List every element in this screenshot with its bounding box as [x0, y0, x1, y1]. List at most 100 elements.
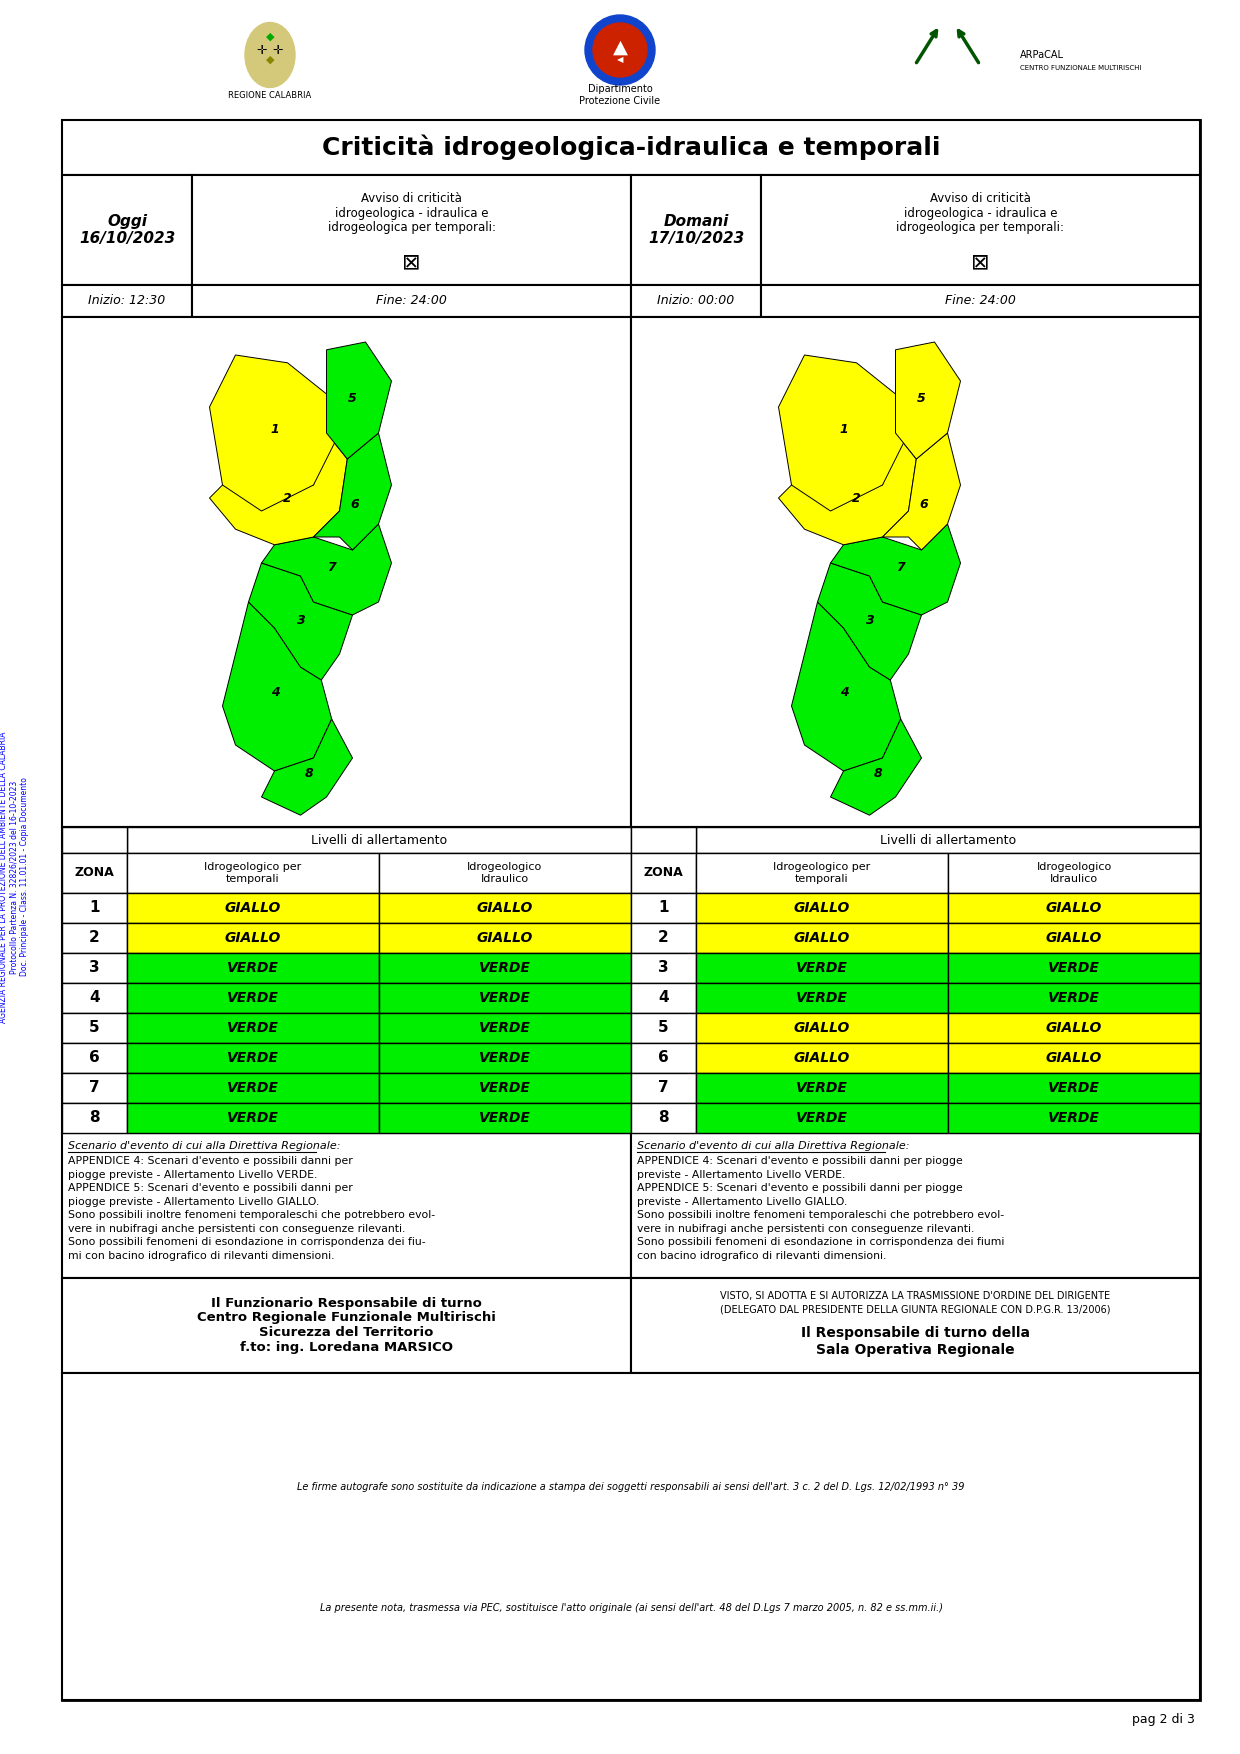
- Bar: [62, 1014, 126, 1044]
- Text: VERDE: VERDE: [479, 1051, 531, 1065]
- Bar: [126, 1073, 379, 1103]
- Bar: [631, 1044, 696, 1073]
- Bar: [62, 175, 192, 284]
- Bar: [631, 952, 696, 982]
- Bar: [949, 852, 1200, 893]
- Text: Dipartimento
Protezione Civile: Dipartimento Protezione Civile: [579, 84, 661, 105]
- Text: Fine: 24:00: Fine: 24:00: [945, 295, 1016, 307]
- Text: VERDE: VERDE: [227, 961, 279, 975]
- Text: 1: 1: [270, 423, 279, 435]
- Text: AGENZIA REGIONALE PER LA PROTEZIONE DELL'AMBIENTE DELLA CALABRIA
Protocollo Part: AGENZIA REGIONALE PER LA PROTEZIONE DELL…: [0, 731, 29, 1023]
- Bar: [631, 1279, 1200, 1373]
- Polygon shape: [779, 354, 909, 510]
- Text: Oggi
16/10/2023: Oggi 16/10/2023: [79, 214, 175, 246]
- Text: 3: 3: [866, 614, 874, 628]
- Text: Scenario d'evento di cui alla Direttiva Regionale:: Scenario d'evento di cui alla Direttiva …: [68, 1142, 341, 1151]
- Polygon shape: [262, 524, 392, 616]
- Text: ◆: ◆: [265, 54, 274, 65]
- Text: GIALLO: GIALLO: [1045, 1021, 1102, 1035]
- Bar: [631, 1133, 1200, 1279]
- Bar: [126, 1044, 379, 1073]
- Bar: [62, 317, 631, 826]
- Bar: [62, 852, 126, 893]
- Text: 7: 7: [89, 1080, 99, 1096]
- Text: 5: 5: [658, 1021, 668, 1035]
- Bar: [62, 923, 126, 952]
- Text: GIALLO: GIALLO: [1045, 931, 1102, 945]
- Text: 3: 3: [89, 961, 99, 975]
- Bar: [62, 952, 126, 982]
- Bar: [631, 826, 696, 852]
- Text: 6: 6: [920, 498, 929, 510]
- Polygon shape: [222, 602, 332, 772]
- Text: Idrogeologico per
temporali: Idrogeologico per temporali: [205, 863, 301, 884]
- Text: 8: 8: [658, 1110, 668, 1126]
- Text: Le firme autografe sono sostituite da indicazione a stampa dei soggetti responsa: Le firme autografe sono sostituite da in…: [298, 1482, 965, 1493]
- Bar: [192, 175, 631, 284]
- Text: GIALLO: GIALLO: [794, 1051, 851, 1065]
- Text: Fine: 24:00: Fine: 24:00: [376, 295, 446, 307]
- Text: Inizio: 00:00: Inizio: 00:00: [657, 295, 734, 307]
- Text: 2: 2: [658, 931, 668, 945]
- Text: 3: 3: [658, 961, 668, 975]
- Bar: [696, 923, 949, 952]
- Text: GIALLO: GIALLO: [794, 1021, 851, 1035]
- Text: VERDE: VERDE: [227, 991, 279, 1005]
- Text: ◀: ◀: [616, 56, 624, 65]
- Text: Avviso di criticità
idrogeologica - idraulica e
idrogeologica per temporali:: Avviso di criticità idrogeologica - idra…: [327, 191, 496, 235]
- Bar: [62, 826, 126, 852]
- Bar: [949, 1014, 1200, 1044]
- Bar: [696, 1014, 949, 1044]
- Bar: [696, 1103, 949, 1133]
- Text: 1: 1: [89, 900, 99, 916]
- Text: VERDE: VERDE: [227, 1021, 279, 1035]
- Text: 7: 7: [327, 561, 336, 574]
- Bar: [62, 1073, 126, 1103]
- Text: ✛: ✛: [257, 44, 268, 56]
- Text: Il Funzionario Responsabile di turno
Centro Regionale Funzionale Multirischi
Sic: Il Funzionario Responsabile di turno Cen…: [197, 1296, 496, 1354]
- Text: ZONA: ZONA: [644, 866, 683, 879]
- Text: Scenario d'evento di cui alla Direttiva Regionale:: Scenario d'evento di cui alla Direttiva …: [637, 1142, 909, 1151]
- Text: APPENDICE 5: Scenari d'evento e possibili danni per: APPENDICE 5: Scenari d'evento e possibil…: [68, 1184, 352, 1193]
- Text: Livelli di allertamento: Livelli di allertamento: [311, 833, 448, 847]
- Bar: [379, 1044, 631, 1073]
- Bar: [696, 852, 949, 893]
- Text: 8: 8: [873, 766, 882, 781]
- Text: VERDE: VERDE: [479, 1021, 531, 1035]
- Circle shape: [585, 16, 655, 84]
- Bar: [696, 893, 949, 923]
- Text: VERDE: VERDE: [1048, 991, 1100, 1005]
- Circle shape: [593, 23, 647, 77]
- Text: Idrogeologico
Idraulico: Idrogeologico Idraulico: [467, 863, 543, 884]
- Text: GIALLO: GIALLO: [477, 902, 533, 916]
- Text: 4: 4: [841, 686, 849, 700]
- Text: 2: 2: [283, 491, 291, 505]
- Bar: [631, 893, 696, 923]
- Text: VERDE: VERDE: [479, 961, 531, 975]
- Text: Sono possibili fenomeni di esondazione in corrispondenza dei fiumi: Sono possibili fenomeni di esondazione i…: [637, 1237, 1004, 1247]
- Bar: [62, 893, 126, 923]
- Bar: [126, 1103, 379, 1133]
- Text: VERDE: VERDE: [479, 1080, 531, 1094]
- Text: GIALLO: GIALLO: [224, 931, 281, 945]
- Bar: [696, 1073, 949, 1103]
- Text: APPENDICE 5: Scenari d'evento e possibili danni per piogge: APPENDICE 5: Scenari d'evento e possibil…: [637, 1184, 962, 1193]
- Bar: [696, 826, 1200, 852]
- Text: ✛: ✛: [273, 44, 283, 56]
- Polygon shape: [791, 602, 900, 772]
- Text: VISTO, SI ADOTTA E SI AUTORIZZA LA TRASMISSIONE D'ORDINE DEL DIRIGENTE: VISTO, SI ADOTTA E SI AUTORIZZA LA TRASM…: [720, 1291, 1111, 1301]
- Text: 5: 5: [89, 1021, 99, 1035]
- Text: APPENDICE 4: Scenari d'evento e possibili danni per: APPENDICE 4: Scenari d'evento e possibil…: [68, 1156, 352, 1166]
- Polygon shape: [210, 433, 347, 545]
- Text: GIALLO: GIALLO: [1045, 1051, 1102, 1065]
- Text: VERDE: VERDE: [1048, 1110, 1100, 1124]
- Bar: [696, 952, 949, 982]
- Bar: [192, 284, 631, 317]
- Text: previste - Allertamento Livello VERDE.: previste - Allertamento Livello VERDE.: [637, 1170, 846, 1180]
- Text: ⊠: ⊠: [971, 253, 990, 272]
- Bar: [126, 852, 379, 893]
- Text: con bacino idrografico di rilevanti dimensioni.: con bacino idrografico di rilevanti dime…: [637, 1251, 887, 1261]
- Text: VERDE: VERDE: [1048, 1080, 1100, 1094]
- Bar: [696, 1044, 949, 1073]
- Bar: [379, 852, 631, 893]
